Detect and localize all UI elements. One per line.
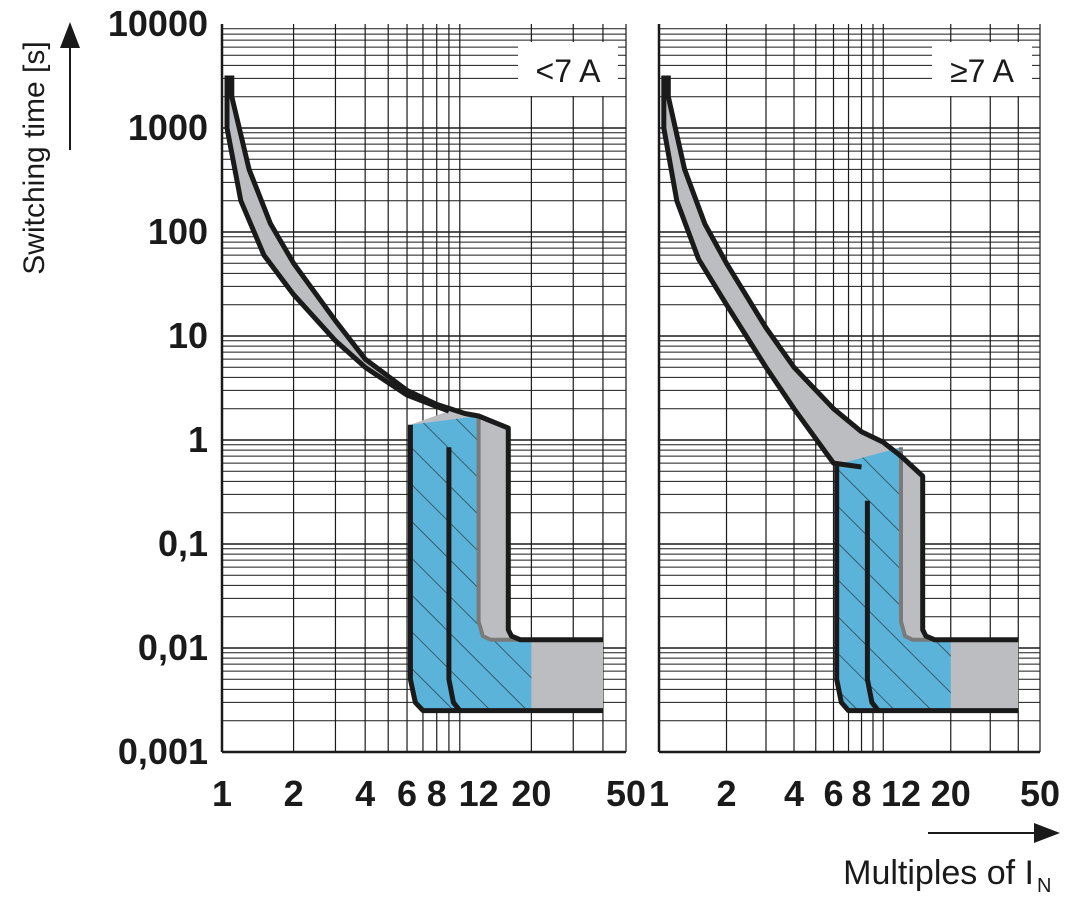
x-tick-label: 12: [881, 773, 921, 814]
y-axis-title-group: Switching time [s]: [18, 22, 80, 275]
series-7a-and-above: [661, 75, 1019, 714]
panel-label-box-below-7a: [518, 42, 618, 96]
x-axis-label: Multiples of I: [843, 854, 1034, 892]
bottom-limit-curve-7a-and-above: [834, 464, 1019, 714]
x-tick-label: 6: [823, 773, 843, 814]
x-axis-arrow-head: [1034, 823, 1060, 843]
y-tick-label: 0,001: [118, 731, 208, 772]
inner-right-curve-below-7a: [476, 416, 532, 642]
series-below-7a: [224, 75, 603, 714]
x-tick-label: 50: [606, 773, 646, 814]
x-tick-labels: 1 2 4 6 8 12 20 50 1 2 4 6 8 12 20 50: [212, 773, 1060, 814]
x-tick-label: 8: [852, 773, 872, 814]
y-tick-label: 1: [188, 419, 208, 460]
panel-label-box-7a-and-above: [932, 42, 1032, 96]
x-axis-title-group: Multiples of I N: [843, 823, 1060, 897]
panel-below-7a: <7 A: [220, 24, 627, 754]
grid-7a-and-above: [657, 24, 1041, 754]
upper-limit-curve-7a-and-above: [665, 75, 1019, 643]
x-tick-label: 20: [511, 773, 551, 814]
y-tick-label: 10: [168, 315, 208, 356]
x-tick-label: 12: [459, 773, 499, 814]
panel-label-7a-and-above: ≥7 A: [950, 53, 1014, 89]
x-tick-label: 1: [649, 773, 669, 814]
y-tick-label: 0,1: [158, 523, 208, 564]
hatch-below-7a: [410, 416, 603, 711]
y-axis-arrow-head: [60, 22, 80, 48]
x-tick-label: 2: [284, 773, 304, 814]
panel-label-below-7a: <7 A: [536, 53, 602, 89]
lower-limit-curve-7a-and-above: [661, 75, 862, 470]
x-tick-label: 20: [931, 773, 971, 814]
y-tick-label: 0,01: [138, 627, 208, 668]
x-tick-label: 6: [397, 773, 417, 814]
x-tick-label: 8: [427, 773, 447, 814]
inner-left-curve-below-7a: [446, 447, 462, 713]
y-tick-labels: 0,001 0,01 0,1 1 10 100 1000 10000: [108, 3, 208, 772]
x-tick-label: 50: [1020, 773, 1060, 814]
y-tick-label: 1000: [128, 107, 208, 148]
panel-7a-and-above: ≥7 A: [657, 24, 1041, 754]
x-tick-label: 4: [355, 773, 375, 814]
bottom-limit-curve-below-7a: [407, 424, 603, 714]
y-tick-label: 10000: [108, 3, 208, 44]
lower-limit-curve-below-7a: [224, 75, 450, 414]
hatch-7a-and-above: [836, 447, 1019, 711]
x-tick-label: 2: [716, 773, 736, 814]
y-axis-label: Switching time [s]: [18, 41, 51, 274]
y-tick-label: 100: [148, 211, 208, 252]
inner-left-curve-7a-and-above: [864, 500, 881, 713]
x-tick-label: 4: [784, 773, 804, 814]
upper-limit-curve-below-7a: [229, 75, 603, 643]
x-tick-label: 1: [212, 773, 232, 814]
x-axis-label-subscript: N: [1037, 875, 1051, 897]
inner-right-curve-7a-and-above: [899, 447, 951, 642]
